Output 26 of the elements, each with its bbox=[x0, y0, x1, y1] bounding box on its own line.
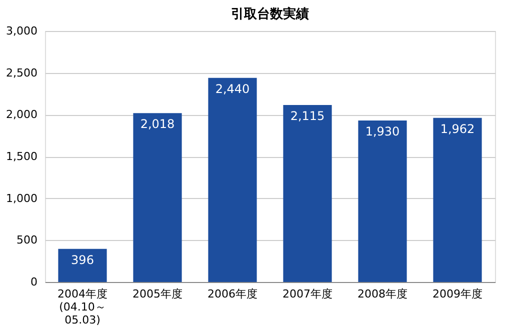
y-tick-label: 0 bbox=[30, 276, 38, 288]
data-label: 2,115 bbox=[290, 109, 325, 124]
data-label: 2,018 bbox=[140, 117, 175, 132]
x-tick-label: 2008年度 bbox=[358, 288, 408, 300]
data-label: 396 bbox=[71, 252, 94, 267]
x-tick-label: 2005年度 bbox=[132, 288, 182, 300]
y-tick-label: 1,000 bbox=[6, 192, 38, 205]
bar bbox=[283, 105, 332, 282]
data-label: 1,962 bbox=[440, 122, 475, 136]
y-tick-label: 2,000 bbox=[6, 108, 38, 122]
bar bbox=[358, 120, 407, 282]
y-tick-label: 2,500 bbox=[6, 66, 38, 80]
bar bbox=[58, 248, 107, 282]
y-tick-label: 3,000 bbox=[6, 24, 38, 38]
x-tick-label: 2009年度 bbox=[432, 288, 482, 300]
bar bbox=[433, 118, 482, 282]
bar bbox=[133, 113, 182, 282]
y-tick-label: 500 bbox=[16, 234, 38, 247]
y-tick-label: 1,500 bbox=[6, 150, 38, 163]
bar bbox=[208, 78, 257, 282]
x-tick-label: 2004年度 (04.10～ 05.03) bbox=[58, 288, 108, 326]
chart-title: 引取台数実績 bbox=[231, 6, 309, 22]
data-label: 1,930 bbox=[365, 124, 400, 139]
x-tick-label: 2007年度 bbox=[282, 288, 332, 300]
data-label: 2,440 bbox=[215, 82, 250, 96]
x-tick-label: 2006年度 bbox=[208, 288, 258, 300]
